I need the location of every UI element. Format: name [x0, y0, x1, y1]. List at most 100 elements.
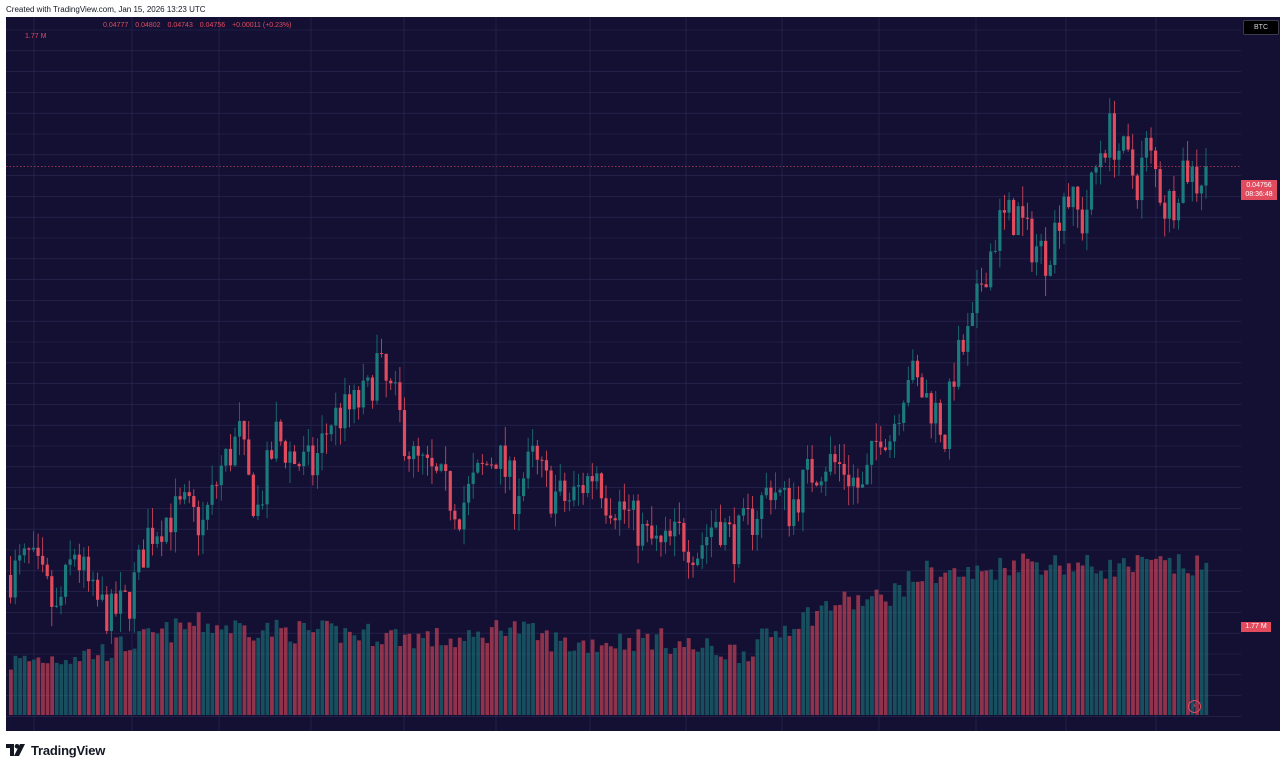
volume-bar [865, 599, 870, 715]
candle-body [260, 504, 265, 506]
candle-body [737, 515, 741, 565]
candle-body [957, 339, 961, 387]
candle-body [576, 485, 581, 487]
candle-body [489, 464, 494, 466]
candle-body [1016, 206, 1020, 236]
volume-bar [1126, 566, 1131, 715]
volume-bar [1048, 564, 1053, 715]
candle-body [526, 451, 530, 479]
candle-body [334, 407, 338, 426]
volume-bar [737, 662, 742, 715]
volume-bar [503, 635, 508, 715]
candle-body [86, 556, 91, 582]
candle-body [105, 594, 109, 631]
candle-body [22, 548, 26, 556]
volume-bar [764, 628, 769, 715]
candle-body [398, 382, 402, 411]
candle-body [205, 504, 210, 520]
candle-body [796, 499, 800, 513]
candle-body [224, 448, 228, 466]
candle-body [618, 501, 622, 521]
candle-body [691, 562, 695, 565]
candle-body [1167, 190, 1171, 219]
volume-bar [325, 620, 329, 715]
volume-bar [370, 646, 375, 715]
price-chart[interactable] [6, 17, 1280, 731]
candle-body [141, 549, 146, 568]
volume-bar [164, 622, 169, 715]
candle-body [467, 483, 471, 503]
volume-bar [654, 634, 659, 715]
symbol-badge[interactable]: BTC [1243, 20, 1279, 35]
candle-body [132, 572, 136, 619]
candle-body [581, 485, 585, 494]
candle-body [329, 425, 333, 435]
candle-body [700, 545, 704, 559]
volume-bar [677, 641, 682, 715]
volume-bar [815, 611, 819, 715]
candle-body [824, 471, 828, 482]
candle-body [1163, 202, 1167, 219]
volume-bar [531, 622, 535, 715]
chart-area[interactable] [6, 17, 1280, 731]
volume-bar [915, 581, 920, 715]
volume-bar [389, 630, 393, 715]
lightning-icon[interactable]: ⚡ [1188, 700, 1201, 713]
candle-body [883, 447, 887, 451]
volume-bar [512, 621, 517, 715]
ohlc-high: 0.04802 [135, 22, 161, 29]
candle-body [169, 517, 173, 533]
candle-body [485, 463, 489, 465]
volume-bar [847, 596, 851, 715]
candle-body [604, 498, 608, 516]
volume-bar [856, 595, 861, 715]
volume-bar [787, 635, 792, 715]
candle-body [1099, 153, 1103, 168]
candle-body [1044, 240, 1048, 276]
volume-bar [709, 645, 714, 715]
candle-body [934, 402, 938, 424]
candle-body [961, 339, 965, 352]
volume-bar [150, 632, 155, 715]
candle-body [636, 500, 640, 546]
volume-bar [1112, 576, 1117, 715]
volume-bar [1163, 560, 1167, 715]
candle-body [984, 284, 988, 288]
volume-bar [361, 629, 366, 715]
candle-body [1030, 218, 1034, 263]
candle-body [645, 523, 649, 526]
volume-bar [457, 637, 462, 715]
volume-bar [279, 628, 284, 715]
candle-body [265, 450, 269, 505]
volume-bar [393, 629, 398, 715]
candle-body [13, 560, 17, 598]
candle-body [306, 445, 310, 452]
candle-body [586, 476, 590, 494]
volume-bar [416, 633, 421, 715]
candle-body [677, 521, 681, 523]
volume-bar [1167, 557, 1172, 715]
candle-body [503, 445, 507, 477]
candle-body [558, 480, 562, 492]
candle-body [448, 471, 452, 511]
volume-bar [306, 630, 311, 715]
candle-body [494, 464, 498, 469]
candle-body [219, 465, 223, 486]
volume-bar [741, 651, 746, 715]
candle-body [183, 492, 187, 500]
candle-body [714, 521, 718, 528]
volume-bar [769, 637, 774, 715]
candle-body [755, 518, 759, 535]
candle-body [77, 554, 81, 571]
volume-bar [398, 646, 403, 715]
volume-bar [998, 557, 1003, 715]
volume-bar [613, 648, 618, 715]
volume-bar [352, 635, 357, 715]
volume-bar [819, 605, 824, 715]
candle-body [989, 251, 993, 288]
candle-body [407, 456, 411, 460]
volume-bar [132, 648, 137, 715]
volume-bar [961, 576, 966, 715]
candle-body [242, 420, 246, 440]
volume-bar [123, 651, 128, 715]
